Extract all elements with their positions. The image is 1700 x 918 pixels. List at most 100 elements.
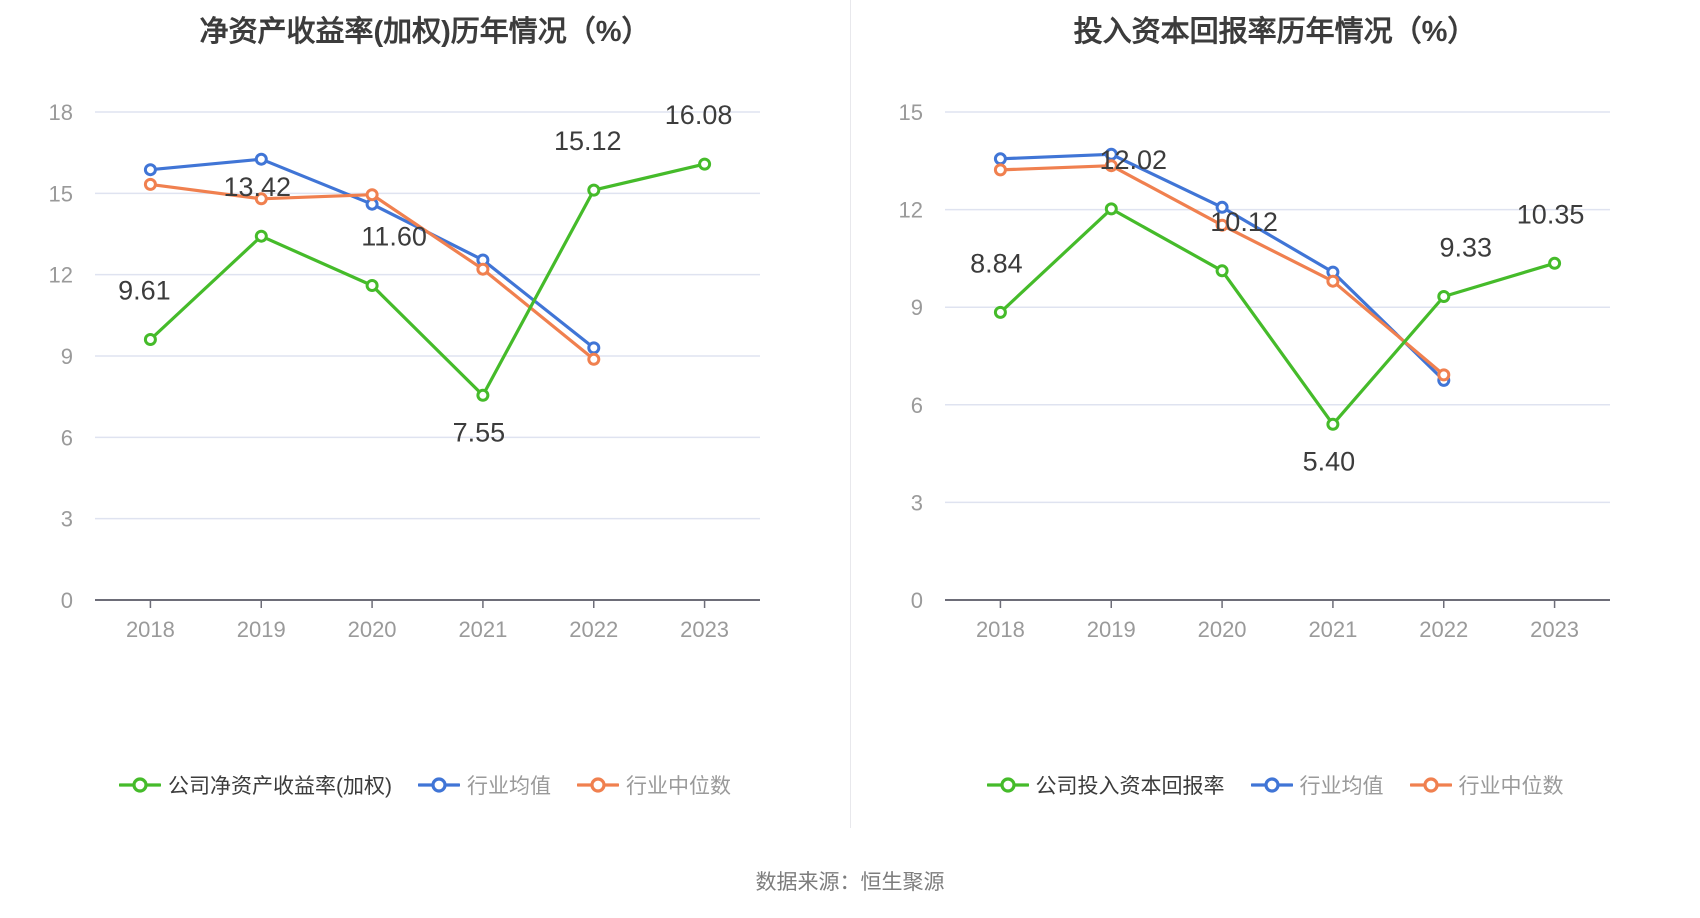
- value-label: 16.08: [665, 100, 733, 130]
- value-label: 15.12: [554, 126, 622, 156]
- y-gridlines: 0 3 6 9 12 15 18: [49, 100, 760, 613]
- legend-label: 公司净资产收益率(加权): [168, 775, 392, 798]
- y-tick-label: 3: [61, 507, 73, 532]
- value-label: 9.33: [1439, 232, 1492, 262]
- y-tick-label: 12: [899, 198, 923, 223]
- y-tick-label: 9: [61, 344, 73, 369]
- series-line: [998, 207, 1557, 426]
- legend-item-industry-median[interactable]: 行业中位数: [577, 770, 731, 800]
- legend-item-industry-mean[interactable]: 行业均值: [418, 770, 551, 800]
- data-source-note: 数据来源：恒生聚源: [755, 871, 945, 894]
- x-tick-label: 2020: [1198, 617, 1247, 642]
- roe-legend: 公司净资产收益率(加权) 行业均值 行业中位数: [0, 770, 850, 800]
- x-tick-label: 2023: [680, 617, 729, 642]
- data-point: [476, 262, 490, 276]
- series-1: [143, 152, 601, 355]
- data-point: [993, 152, 1007, 166]
- data-point: [476, 388, 490, 402]
- x-axis: 2018 2019 2020 2021 2022 2023: [95, 599, 760, 642]
- legend-marker-icon: [1250, 777, 1293, 793]
- x-tick-label: 2022: [569, 617, 618, 642]
- legend-marker-icon: [418, 777, 460, 793]
- chart-svg: 0 3 6 9 12 15 2018 2019 2020 2021 2022 2023 8.84 12.0…: [899, 100, 1610, 642]
- value-label: 9.61: [118, 275, 171, 305]
- legend-label: 公司投入资本回报率: [1035, 775, 1225, 798]
- legend-marker-icon: [1409, 777, 1452, 793]
- y-tick-label: 0: [61, 588, 73, 613]
- legend-label: 行业均值: [1299, 775, 1384, 798]
- data-point: [1326, 417, 1340, 431]
- roe-panel: 净资产收益率(加权)历年情况（%） 0 3 6 9 12 15 18 2018 2019 2020…: [0, 0, 850, 840]
- legend-item-industry-mean[interactable]: 行业均值: [1250, 770, 1384, 800]
- x-tick-label: 2021: [458, 617, 507, 642]
- value-label: 11.60: [361, 222, 427, 252]
- data-point: [1548, 256, 1562, 270]
- data-point: [1215, 264, 1229, 278]
- data-point: [587, 341, 601, 355]
- series-0: [143, 157, 712, 402]
- y-tick-label: 3: [911, 490, 923, 515]
- legend-item-company[interactable]: 公司净资产收益率(加权): [119, 770, 392, 800]
- y-tick-label: 15: [899, 100, 923, 125]
- legend-marker-icon: [577, 777, 619, 793]
- legend-marker-icon: [986, 777, 1029, 793]
- x-axis: 2018 2019 2020 2021 2022 2023: [945, 599, 1610, 642]
- data-point: [1326, 274, 1340, 288]
- series-2: [993, 159, 1451, 382]
- y-tick-label: 9: [911, 295, 923, 320]
- roic-plot-area: 0 3 6 9 12 15 2018 2019 2020 2021 2022 2023 8.84 12.0…: [850, 0, 1700, 700]
- data-point: [1437, 368, 1451, 382]
- y-tick-label: 0: [911, 588, 923, 613]
- data-point: [993, 305, 1007, 319]
- data-point: [143, 333, 157, 346]
- series-0: [993, 202, 1562, 431]
- y-tick-label: 6: [61, 425, 73, 450]
- value-labels: 8.84 12.02 10.12 5.40 9.33 10.35: [970, 145, 1584, 476]
- x-tick-label: 2023: [1530, 617, 1579, 642]
- data-point: [698, 157, 712, 171]
- data-point: [1437, 290, 1451, 303]
- y-tick-label: 15: [49, 181, 73, 206]
- data-point: [365, 279, 379, 292]
- y-tick-label: 6: [911, 393, 923, 418]
- data-point: [1104, 159, 1118, 173]
- legend-item-industry-median[interactable]: 行业中位数: [1409, 770, 1564, 800]
- x-tick-label: 2022: [1419, 617, 1468, 642]
- x-tick-label: 2019: [237, 617, 286, 642]
- roic-panel: 投入资本回报率历年情况（%） 0 3 6 9 12 15 2018 2019 2020 2021 2…: [850, 0, 1700, 840]
- data-point: [993, 163, 1007, 177]
- x-tick-label: 2019: [1087, 617, 1136, 642]
- data-point: [143, 177, 157, 191]
- legend-item-company[interactable]: 公司投入资本回报率: [986, 770, 1225, 800]
- value-label: 5.40: [1303, 446, 1356, 476]
- roic-chart-title: 投入资本回报率历年情况（%）: [1073, 16, 1477, 48]
- x-tick-label: 2021: [1308, 617, 1357, 642]
- series-line: [148, 157, 596, 350]
- y-tick-label: 12: [49, 263, 73, 288]
- data-point: [254, 192, 268, 206]
- value-label: 7.55: [453, 417, 506, 447]
- data-point: [1215, 218, 1229, 232]
- data-point: [587, 183, 601, 197]
- legend-marker-icon: [119, 777, 161, 793]
- series-2: [143, 177, 601, 366]
- x-tick-label: 2020: [348, 617, 397, 642]
- value-label: 10.35: [1517, 199, 1585, 229]
- value-label: 12.02: [1099, 145, 1167, 175]
- roe-chart-title: 净资产收益率(加权)历年情况（%）: [199, 16, 651, 48]
- value-label: 8.84: [970, 248, 1023, 278]
- series-line: [148, 162, 707, 397]
- value-label: 13.42: [223, 172, 291, 202]
- value-label: 10.12: [1210, 207, 1278, 237]
- data-point: [1104, 202, 1118, 216]
- x-tick-label: 2018: [126, 617, 175, 642]
- y-tick-label: 18: [49, 100, 73, 125]
- x-tick-label: 2018: [976, 617, 1025, 642]
- data-point: [143, 163, 157, 177]
- data-point: [365, 188, 379, 202]
- data-point: [1215, 200, 1229, 214]
- legend-label: 行业中位数: [626, 775, 731, 798]
- data-point: [254, 152, 268, 166]
- panel-divider: [850, 0, 851, 828]
